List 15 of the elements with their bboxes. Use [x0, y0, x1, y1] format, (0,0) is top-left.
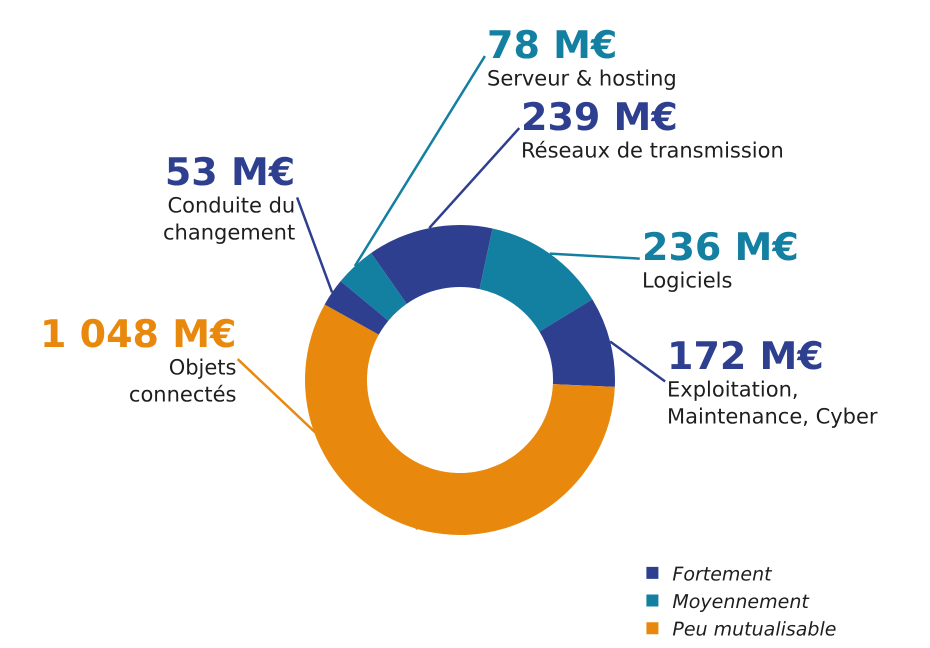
- slice-label: Objets connectés: [128, 355, 236, 407]
- data-label: 239 M€: [521, 95, 678, 139]
- data-label: 172 M€: [667, 334, 824, 378]
- text: Moyennement: [672, 590, 810, 613]
- data-label: 1 048 M€: [40, 312, 236, 356]
- slice-label: Serveur & hosting: [487, 66, 677, 90]
- data-label: 53 M€: [164, 150, 296, 194]
- text: Fortement: [672, 563, 774, 586]
- slice-label: Exploitation, Maintenance, Cyber: [667, 377, 878, 429]
- slice-label: Réseaux de transmission: [521, 138, 784, 162]
- slice-label: Logiciels: [642, 268, 732, 292]
- slice-label: Conduite du changement: [163, 193, 296, 245]
- data-label: 78 M€: [487, 23, 618, 67]
- text: Peu mutualisable: [672, 618, 836, 641]
- data-label: 236 M€: [642, 225, 799, 269]
